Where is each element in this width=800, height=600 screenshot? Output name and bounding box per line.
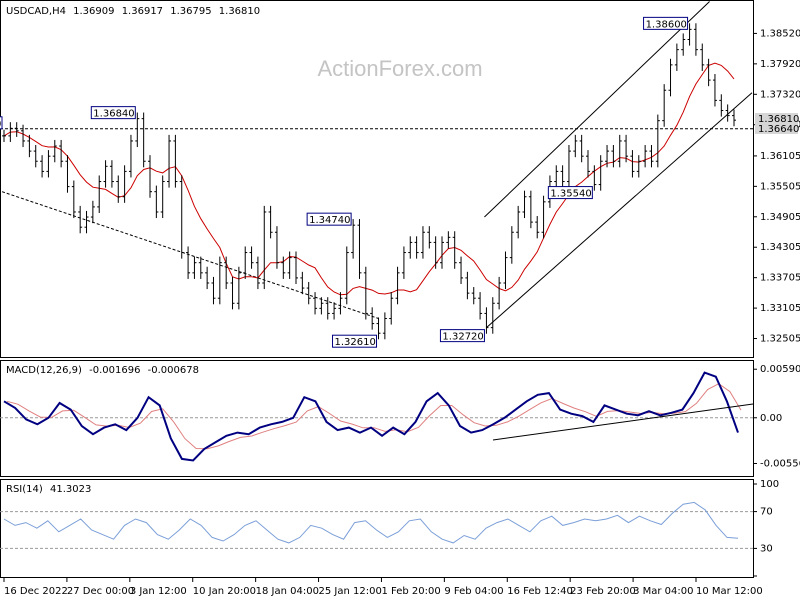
price-bars [2,23,736,340]
hline-price-tag [755,123,798,134]
current-price-tag [755,113,798,124]
x-tick-label: 10 Mar 12:00 [696,586,763,597]
x-tick-label: 10 Jan 20:00 [193,586,256,597]
macd-panel-title: MACD(12,26,9) -0.001696 -0.000678 [6,365,199,376]
rsi-line [3,501,739,544]
price-panel-title: USDCAD,H4 1.36909 1.36917 1.36795 1.3681… [6,6,260,17]
price-annotation-box [90,106,136,120]
price-annotation-label: 1.32720 [442,332,483,343]
price-annotation-label: 1.36840 [93,109,134,120]
macd-y-axis: 0.005908 0.00 -0.005563 [753,364,800,469]
price-y-tick-label: 1.37920 [760,59,800,70]
x-tick-label: 16 Dec 2022 [4,586,68,597]
price-annotation-label: 1.35540 [550,189,591,200]
rsi-y-axis: 100 70 30 [753,479,779,577]
time-x-axis: 16 Dec 2022 27 Dec 00:003 Jan 12:00 10 Jan… [3,578,763,597]
channel-upper-line [484,1,710,218]
watermark: ActionForex.com [317,56,482,81]
x-tick-label: 16 Feb 12:40 [507,586,573,597]
x-tick-label: 1 Feb 20:00 [381,586,440,597]
price-annotation-box [439,329,485,343]
price-y-tick-label: 1.33705 [760,273,800,284]
moving-average-line [3,62,735,296]
price-y-tick-label: 1.38520 [760,28,800,39]
x-tick-label: 9 Feb 04:00 [444,586,503,597]
x-tick-label: 25 Jan 12:00 [319,586,382,597]
rsi-level-lines [0,511,753,549]
price-y-tick-label: 1.35505 [760,181,800,192]
price-y-tick-label: 1.37320 [760,89,800,100]
x-tick-label: 23 Feb 20:00 [570,586,636,597]
macd-line [3,371,739,462]
x-tick-label: 18 Jan 04:00 [256,586,319,597]
price-annotation-label: 1.38600 [646,19,687,30]
price-annotation-label: 1.32610 [335,337,376,348]
rsi-y-tick-label: 30 [760,543,773,554]
channel-lower-line [486,92,753,328]
price-y-tick-label: 1.34305 [760,242,800,253]
price-annotation-box [0,116,3,130]
x-tick-label: 3 Mar 04:00 [633,586,693,597]
price-y-tick-label: 1.36105 [760,151,800,162]
rsi-panel-title: RSI(14) 41.3023 [6,484,91,495]
price-y-tick-label: 1.33105 [760,303,800,314]
trend-lines [1,1,753,328]
hline-price-label: 1.36640 [758,124,799,135]
macd-y-tick-label: -0.005563 [760,458,800,469]
rsi-panel-frame [0,479,754,578]
price-y-tick-label: 1.32505 [760,334,800,345]
macd-y-tick-label: 0.005908 [760,364,800,375]
price-annotation-box [547,186,593,200]
macd-y-tick-label: 0.00 [760,413,782,424]
price-y-tick-label: 1.34905 [760,212,800,223]
falling-trend-line [1,191,379,319]
current-price-label: 1.36810 [758,114,799,125]
price-annotation-label: 1.36640 [0,119,1,130]
price-annotation-box [643,16,689,30]
price-annotation-box [306,212,352,226]
macd-panel-frame [0,360,754,477]
price-annotation-box [332,334,378,348]
price-annotations: 1.36840 1.34740 1.32610 1.32720 1.36640 1.355… [0,16,689,348]
x-tick-label: 3 Jan 12:00 [130,586,187,597]
macd-trend-line [492,403,754,441]
price-annotation-label: 1.34740 [309,215,350,226]
rsi-y-tick-label: 70 [760,507,773,518]
x-tick-label: 27 Dec 00:00 [67,586,134,597]
price-panel-frame [0,0,754,358]
rsi-y-tick-label: 100 [760,479,779,490]
